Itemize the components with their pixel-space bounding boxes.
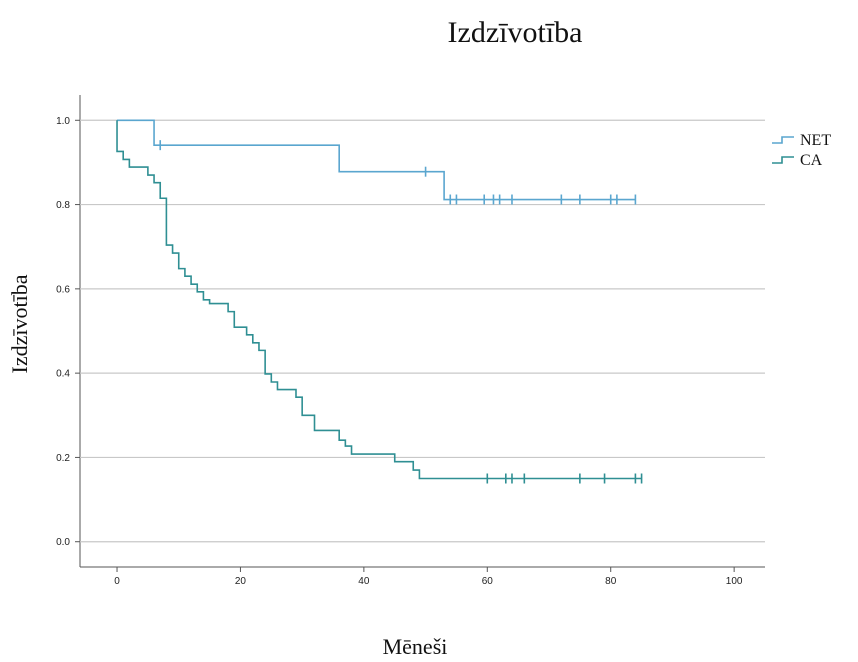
y-tick-label: 1.0 <box>56 116 70 127</box>
legend: NET CA <box>772 132 831 169</box>
legend-swatch <box>772 136 794 144</box>
y-tick-label: 0.2 <box>56 453 70 464</box>
y-tick-label: 0.4 <box>56 369 70 380</box>
x-axis-ticks: 0 20 40 60 80 100 <box>114 567 743 587</box>
plot-frame <box>79 95 765 568</box>
legend-item-ca: CA <box>772 152 823 169</box>
x-axis-label: Mēneši <box>383 634 448 659</box>
y-tick-label: 0.8 <box>56 200 70 211</box>
x-tick-label: 40 <box>358 576 370 587</box>
y-tick-label: 0.0 <box>56 537 70 548</box>
legend-label: NET <box>800 132 831 149</box>
x-tick-label: 60 <box>482 576 494 587</box>
series-ca <box>116 120 643 484</box>
legend-item-net: NET <box>772 132 831 149</box>
survival-curve-net <box>117 119 636 201</box>
gridlines <box>80 119 765 543</box>
chart-title: Izdzīvotība <box>448 16 583 49</box>
x-tick-label: 100 <box>726 576 743 587</box>
x-tick-label: 20 <box>235 576 247 587</box>
legend-label: CA <box>800 152 823 169</box>
series-layer <box>116 119 643 484</box>
legend-swatch <box>772 156 794 164</box>
y-tick-label: 0.6 <box>56 284 70 295</box>
x-tick-label: 0 <box>114 576 120 587</box>
x-tick-label: 80 <box>605 576 617 587</box>
y-axis-label: Izdzīvotība <box>7 274 32 373</box>
series-net <box>117 119 637 205</box>
survival-curve-ca <box>116 120 642 480</box>
y-axis-ticks: 0.0 0.2 0.4 0.6 0.8 1.0 <box>56 116 80 548</box>
